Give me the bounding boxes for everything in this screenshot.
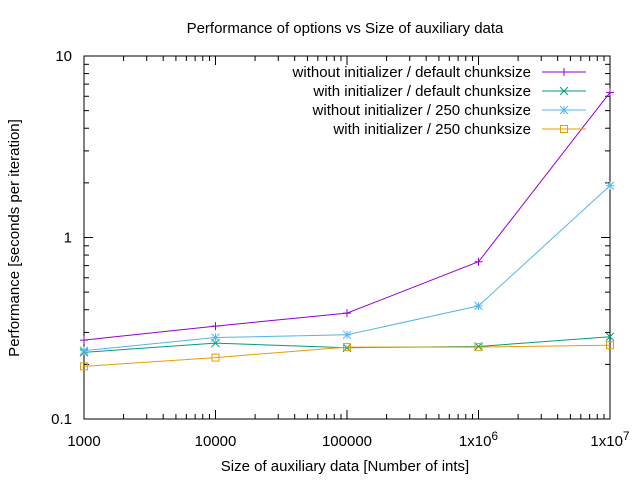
legend-label: with initializer / default chunksize [312,83,531,100]
series-line [83,344,611,367]
legend-swatch-marker [559,105,569,115]
x-tick-label-exponent: 7 [623,429,630,443]
data-point [605,332,615,342]
legend-entry: without initializer / 250 chunksize [312,102,586,119]
data-point [342,330,352,340]
data-point [474,301,483,311]
series-line [83,185,611,352]
data-point [343,343,351,352]
series-3 [79,181,615,356]
x-axis-label: Size of auxiliary data [Number of ints] [221,458,469,475]
data-point [211,333,220,342]
data-point [79,346,89,356]
data-point [606,341,614,350]
data-point [606,88,614,97]
x-tick-label: 100000 [322,433,372,450]
x-tick-label-base: 1x10 [459,433,492,450]
x-tick-label-base: 1000 [67,433,100,450]
series-line [83,336,611,353]
series-4 [80,341,614,371]
x-tick-label: 10000 [195,433,237,450]
x-tick-label-exponent: 6 [491,429,498,443]
x-tick-label: 1000 [67,433,100,450]
legend-entry: with initializer / 250 chunksize [332,121,586,138]
legend-swatch-marker [560,125,568,133]
data-point [80,362,88,371]
data-point [474,257,483,266]
legend-swatch-marker [559,86,569,96]
x-tick-label: 1x106 [459,429,499,450]
y-tick-label: 10 [55,48,72,65]
x-axis: 1000 10000 100000 1x106 1x107 [67,56,630,450]
data-point [80,336,88,345]
series-1 [80,88,614,345]
legend-label: without initializer / default chunksize [292,64,531,81]
legend: without initializer / default chunksize w… [292,64,586,138]
x-tick-label: 1x107 [590,429,630,450]
x-tick-label-base: 10000 [195,433,237,450]
legend-entry: with initializer / default chunksize [312,83,586,100]
data-point [605,181,615,191]
series-layer [79,88,615,371]
y-tick-label: 1 [64,230,72,247]
x-tick-label-base: 100000 [322,433,372,450]
y-axis: 0.1 1 10 [51,48,610,428]
legend-entry: without initializer / default chunksize [292,64,586,81]
y-tick-label: 0.1 [51,411,72,428]
legend-label: with initializer / 250 chunksize [332,121,531,138]
x-tick-label-base: 1x10 [590,433,623,450]
data-point [343,309,351,318]
legend-swatch-marker [560,68,568,76]
data-point [474,343,483,352]
y-axis-label: Performance [seconds per iteration] [6,119,23,357]
chart-title: Performance of options vs Size of auxili… [187,20,504,37]
data-point [211,322,220,331]
legend-label: without initializer / 250 chunksize [312,102,531,119]
data-point [211,353,220,362]
